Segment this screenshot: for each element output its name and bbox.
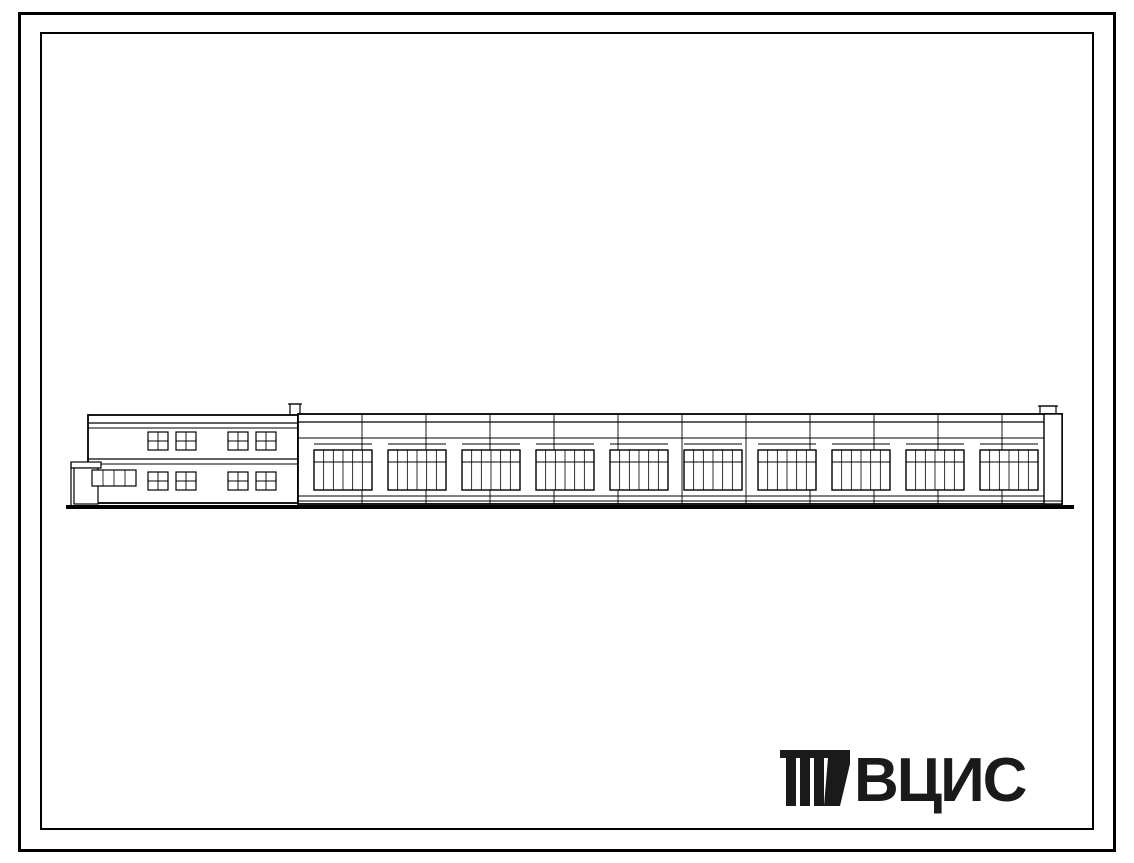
logo: ВЦИС: [780, 745, 1025, 816]
logo-mark-icon: [780, 750, 850, 811]
logo-text: ВЦИС: [854, 745, 1025, 816]
building-elevation-drawing: [0, 0, 1134, 863]
